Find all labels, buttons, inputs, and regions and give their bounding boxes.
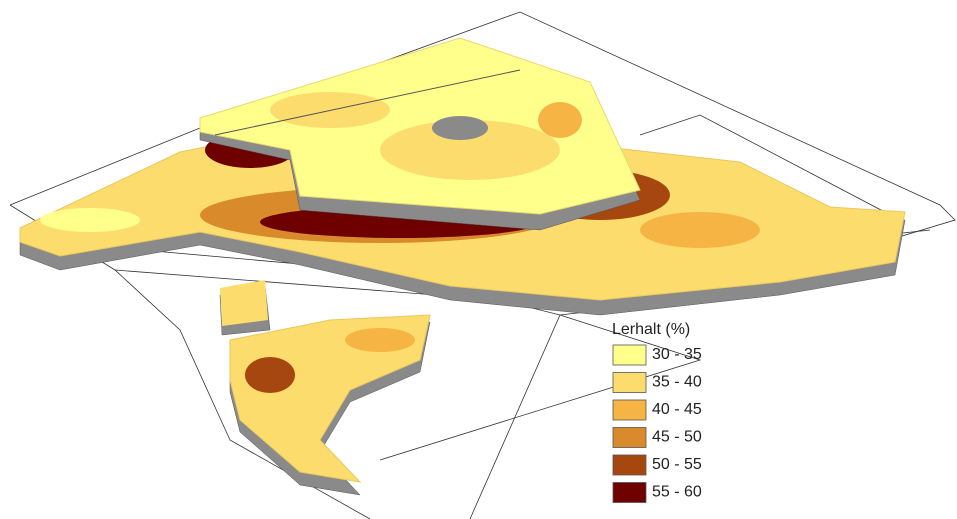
legend-label: 55 - 60 — [652, 484, 702, 501]
outline — [114, 269, 702, 461]
zone — [380, 120, 560, 180]
legend-swatch — [612, 454, 647, 476]
lower-island — [219, 280, 431, 496]
legend-swatch — [612, 372, 647, 393]
zone — [538, 102, 582, 138]
legend-title: Lerhalt (%) — [612, 321, 690, 338]
legend-label: 50 - 55 — [652, 456, 702, 473]
hole — [432, 116, 488, 140]
legend-swatch — [612, 482, 647, 503]
zone — [245, 357, 295, 393]
legend-label: 40 - 45 — [652, 401, 702, 418]
zone — [640, 212, 760, 248]
legend-label: 30 - 35 — [652, 346, 702, 363]
terrain-top — [220, 280, 268, 326]
outline — [639, 114, 901, 221]
legend-swatch — [612, 344, 647, 366]
terrain-top — [229, 314, 431, 483]
road — [214, 69, 521, 136]
upper-plateau — [199, 37, 641, 231]
legend-swatch — [612, 399, 647, 421]
legend-label: 35 - 40 — [652, 374, 702, 391]
legend: Lerhalt (%) 30 - 35 35 - 40 40 - 45 45 - 50… — [612, 321, 702, 503]
zone — [345, 328, 415, 352]
legend-label: 45 - 50 — [652, 429, 702, 446]
zone — [40, 208, 140, 232]
legend-swatch — [612, 427, 647, 448]
